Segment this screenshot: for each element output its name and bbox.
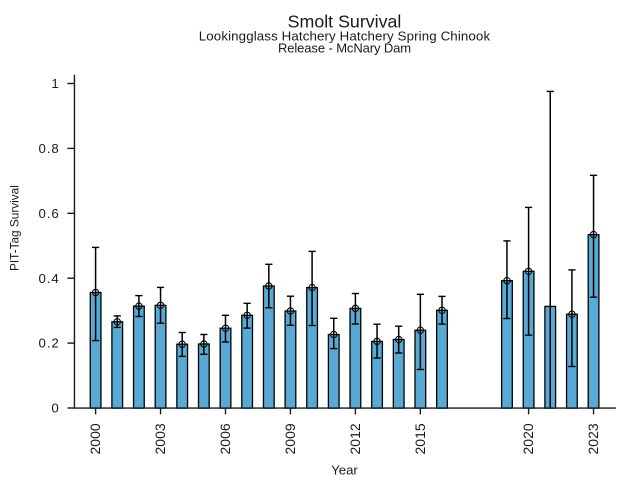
svg-text:0.2: 0.2 (39, 336, 60, 351)
svg-text:0.6: 0.6 (39, 206, 60, 221)
svg-text:PIT-Tag Survival: PIT-Tag Survival (8, 185, 22, 271)
svg-text:0.8: 0.8 (39, 141, 60, 156)
svg-text:2012: 2012 (347, 423, 363, 454)
svg-text:2023: 2023 (585, 423, 601, 454)
svg-text:0: 0 (51, 401, 58, 416)
svg-text:Year: Year (331, 463, 358, 478)
svg-text:Smolt Survival: Smolt Survival (288, 12, 402, 32)
svg-text:1: 1 (51, 76, 58, 91)
svg-text:2003: 2003 (152, 423, 168, 454)
svg-text:Release - McNary Dam: Release - McNary Dam (278, 40, 411, 55)
svg-text:2015: 2015 (412, 423, 428, 454)
svg-text:2006: 2006 (217, 423, 233, 454)
svg-text:2009: 2009 (282, 423, 298, 454)
svg-text:2020: 2020 (520, 423, 536, 454)
svg-text:2000: 2000 (87, 423, 103, 454)
svg-text:Lookingglass Hatchery Hatchery: Lookingglass Hatchery Hatchery Spring Ch… (199, 29, 491, 44)
svg-text:0.4: 0.4 (39, 271, 60, 286)
